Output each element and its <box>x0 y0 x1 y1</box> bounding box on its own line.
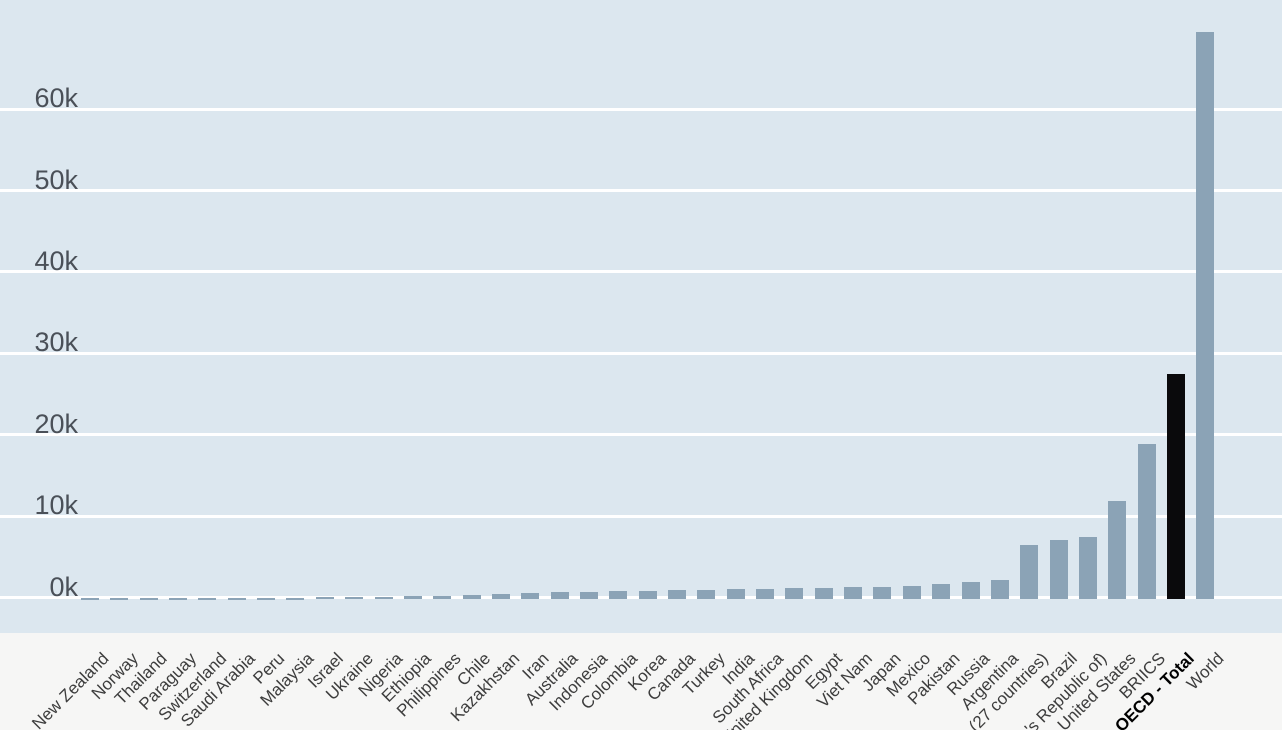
bar-paraguay[interactable] <box>169 597 188 600</box>
y-tick-label-20k: 20k <box>34 408 78 439</box>
bar-united-states[interactable] <box>1108 501 1127 600</box>
bar-pakistan[interactable] <box>932 583 951 600</box>
bar-norway[interactable] <box>110 597 129 600</box>
bar-egypt[interactable] <box>814 587 833 600</box>
bar-mexico[interactable] <box>902 586 921 600</box>
bar-european-union-27-countries[interactable] <box>1020 544 1039 600</box>
bar-australia[interactable] <box>550 592 569 600</box>
bar-canada[interactable] <box>668 590 686 600</box>
bar-china-people-s-republic-of[interactable] <box>1078 537 1097 600</box>
bar-japan[interactable] <box>873 586 892 600</box>
bar-malaysia[interactable] <box>286 597 305 600</box>
bar-south-africa[interactable] <box>756 588 775 600</box>
bar-briics[interactable] <box>1137 444 1156 600</box>
gridline-60k <box>0 107 1282 111</box>
gridline-10k <box>0 514 1282 518</box>
bar-kazakhstan[interactable] <box>491 594 510 600</box>
plot-area: 0k 10k 20k 30k 40k 50k 60k <box>0 0 1282 633</box>
bar-colombia[interactable] <box>609 591 628 600</box>
bar-chile[interactable] <box>462 595 481 600</box>
gridline-30k <box>0 351 1282 355</box>
bar-iran[interactable] <box>521 592 540 600</box>
bar-thailand[interactable] <box>139 597 158 600</box>
gridline-50k <box>0 189 1282 192</box>
y-tick-label-30k: 30k <box>34 327 78 358</box>
y-tick-label-10k: 10k <box>34 490 78 521</box>
bar-brazil[interactable] <box>1049 540 1068 600</box>
bar-korea[interactable] <box>638 590 657 600</box>
bar-ethiopia[interactable] <box>403 596 422 600</box>
bar-turkey[interactable] <box>697 589 716 600</box>
bar-peru[interactable] <box>257 597 276 600</box>
bar-oecd-total[interactable] <box>1166 374 1185 600</box>
bar-india[interactable] <box>726 589 745 600</box>
bar-indonesia[interactable] <box>579 591 598 600</box>
y-tick-label-0k: 0k <box>49 571 78 602</box>
bar-united-kingdom[interactable] <box>785 588 804 600</box>
gridline-20k <box>0 433 1282 437</box>
bar-switzerland[interactable] <box>198 597 217 600</box>
gridline-40k <box>0 270 1282 274</box>
bar-viet-nam[interactable] <box>844 587 863 600</box>
bar-ukraine[interactable] <box>345 597 364 600</box>
y-tick-label-60k: 60k <box>34 83 78 114</box>
bar-world[interactable] <box>1196 32 1215 600</box>
y-tick-label-40k: 40k <box>34 245 78 276</box>
bar-israel[interactable] <box>315 597 334 600</box>
bar-nigeria[interactable] <box>374 596 393 600</box>
bar-new-zealand[interactable] <box>81 597 99 600</box>
bar-saudi-arabia[interactable] <box>227 597 246 600</box>
y-tick-label-50k: 50k <box>34 164 78 195</box>
bar-philippines[interactable] <box>433 595 452 600</box>
bar-russia[interactable] <box>961 581 980 600</box>
bar-argentina[interactable] <box>990 579 1009 600</box>
